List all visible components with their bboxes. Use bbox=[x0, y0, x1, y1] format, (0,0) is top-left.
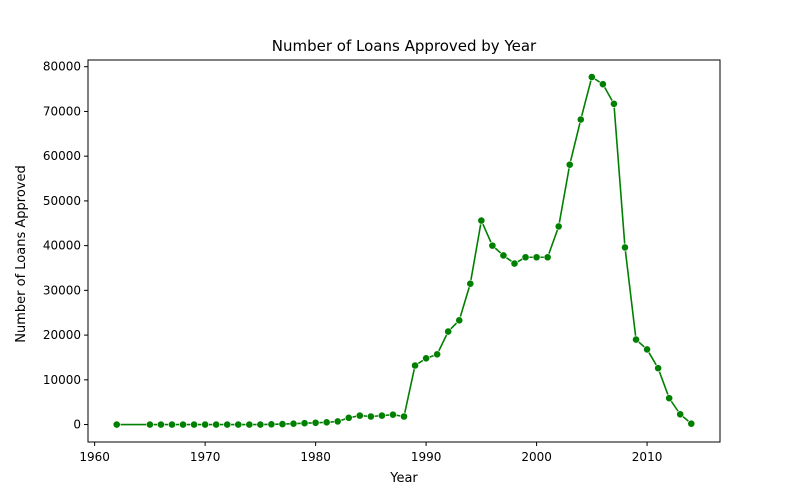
y-tick-label: 70000 bbox=[43, 104, 81, 118]
data-point bbox=[355, 411, 364, 420]
data-point bbox=[278, 420, 287, 429]
data-point bbox=[168, 420, 176, 429]
x-tick-label: 2000 bbox=[521, 450, 552, 464]
data-point bbox=[322, 418, 331, 427]
data-point bbox=[610, 99, 618, 108]
data-point bbox=[632, 335, 640, 344]
data-point bbox=[378, 411, 386, 420]
data-point bbox=[466, 279, 475, 288]
data-point bbox=[157, 420, 165, 429]
data-point bbox=[289, 419, 298, 428]
data-point bbox=[643, 345, 651, 354]
data-point bbox=[267, 420, 276, 429]
data-point bbox=[598, 80, 607, 89]
data-point bbox=[112, 420, 121, 429]
x-tick-label: 1990 bbox=[411, 450, 442, 464]
y-tick-label: 40000 bbox=[43, 239, 81, 253]
data-point bbox=[576, 115, 585, 124]
data-point bbox=[400, 412, 408, 421]
data-point bbox=[455, 316, 464, 325]
data-point bbox=[212, 420, 221, 429]
data-point bbox=[411, 361, 419, 370]
data-point bbox=[234, 420, 243, 429]
y-tick-label: 10000 bbox=[43, 373, 81, 387]
data-point bbox=[422, 354, 430, 363]
data-point bbox=[499, 251, 508, 260]
data-point bbox=[532, 253, 541, 262]
data-point bbox=[521, 253, 530, 262]
data-point bbox=[256, 420, 265, 429]
data-point bbox=[543, 253, 552, 262]
data-point bbox=[654, 364, 663, 373]
data-point bbox=[444, 327, 453, 336]
x-tick-label: 1960 bbox=[79, 450, 110, 464]
data-point bbox=[587, 73, 596, 81]
data-point bbox=[565, 160, 574, 169]
data-point bbox=[510, 259, 519, 268]
data-point bbox=[676, 410, 685, 419]
data-point bbox=[621, 243, 629, 252]
data-point bbox=[344, 413, 353, 422]
plot-area: 1960 1970 1980 1990 2000 2010 0 10000 20000 30000… bbox=[43, 59, 721, 464]
chart-title: Number of Loans Approved by Year bbox=[272, 37, 537, 55]
y-axis-label: Number of Loans Approved bbox=[14, 165, 29, 342]
x-axis-label: Year bbox=[389, 471, 418, 486]
y-tick-label: 30000 bbox=[43, 283, 81, 297]
data-point bbox=[311, 418, 320, 427]
data-point bbox=[433, 350, 442, 359]
y-tick-label: 50000 bbox=[43, 194, 81, 208]
data-point bbox=[389, 410, 397, 419]
data-point bbox=[145, 420, 154, 429]
data-point bbox=[366, 412, 375, 421]
y-tick-label: 0 bbox=[73, 418, 81, 432]
data-point bbox=[300, 419, 309, 428]
x-tick-label: 2010 bbox=[632, 450, 663, 464]
series-line bbox=[116, 75, 692, 426]
x-tick-label: 1980 bbox=[300, 450, 331, 464]
data-point bbox=[223, 420, 232, 429]
data-point bbox=[190, 420, 198, 429]
data-point bbox=[179, 420, 187, 429]
y-tick-label: 20000 bbox=[43, 328, 81, 342]
data-point bbox=[554, 222, 563, 231]
y-tick-label: 60000 bbox=[43, 149, 81, 163]
data-point bbox=[201, 420, 210, 429]
x-tick-label: 1970 bbox=[190, 450, 221, 464]
data-point bbox=[687, 419, 696, 428]
plot-frame bbox=[87, 59, 721, 443]
data-point bbox=[333, 417, 342, 426]
data-point bbox=[488, 241, 497, 250]
data-point bbox=[477, 216, 486, 225]
y-tick-label: 80000 bbox=[43, 60, 81, 74]
data-point bbox=[245, 420, 254, 429]
data-point bbox=[665, 394, 674, 403]
